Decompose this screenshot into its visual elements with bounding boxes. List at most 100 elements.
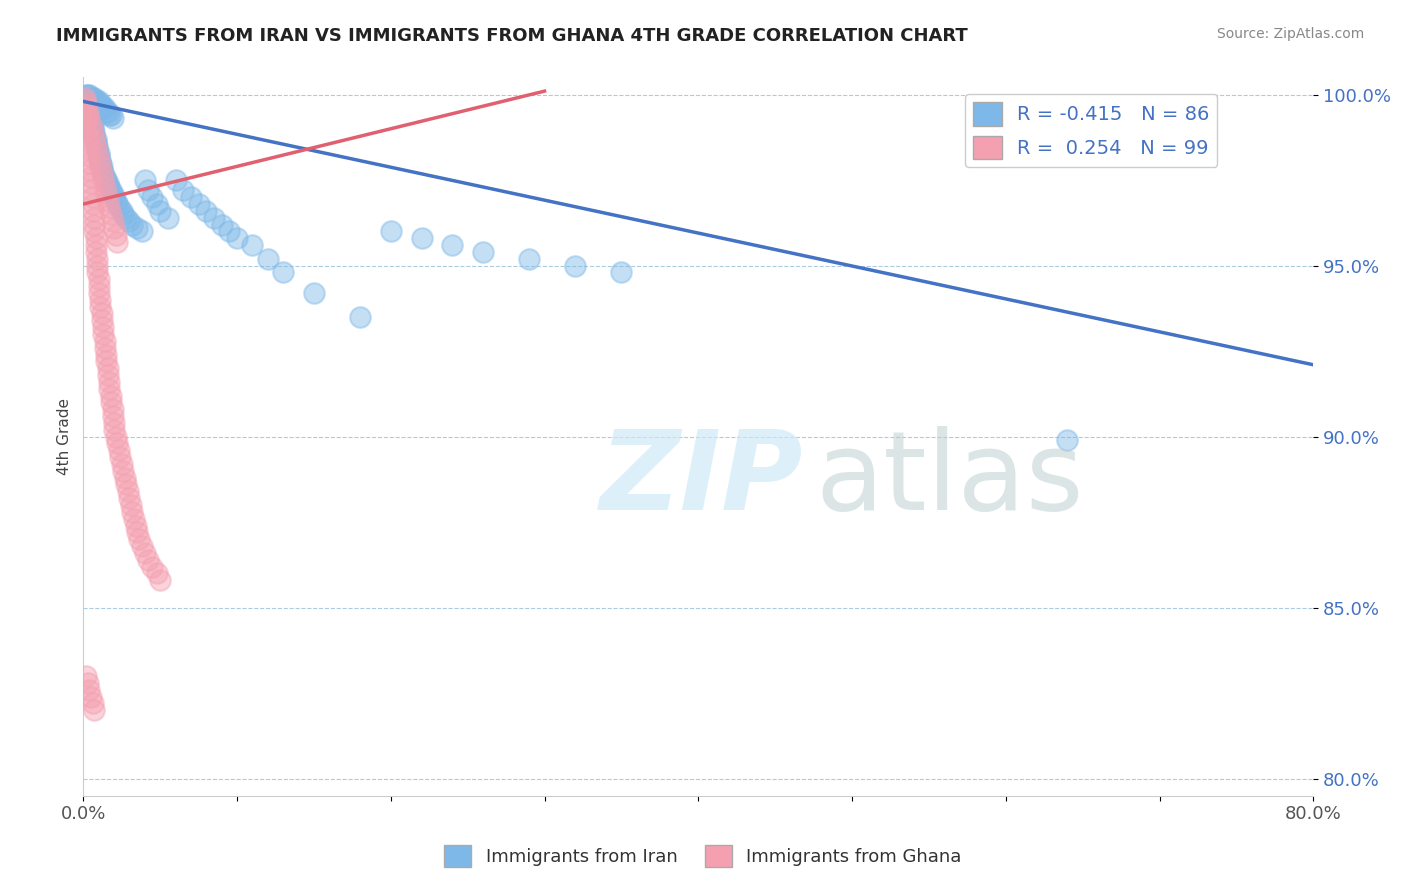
Point xyxy=(108,450,131,464)
Point xyxy=(107,201,129,215)
Point xyxy=(75,95,97,109)
Point xyxy=(83,218,105,232)
Point xyxy=(103,221,125,235)
Point xyxy=(75,108,97,122)
Point xyxy=(89,156,111,170)
Point xyxy=(80,115,103,129)
Point xyxy=(84,244,107,259)
Point xyxy=(89,160,111,174)
Y-axis label: 4th Grade: 4th Grade xyxy=(58,398,72,475)
Point xyxy=(83,128,105,143)
Point xyxy=(104,194,127,208)
Legend: Immigrants from Iran, Immigrants from Ghana: Immigrants from Iran, Immigrants from Gh… xyxy=(437,838,969,874)
Point xyxy=(100,388,122,402)
Point xyxy=(77,104,100,119)
Point xyxy=(149,203,172,218)
Point xyxy=(79,108,101,122)
Point xyxy=(91,101,114,115)
Point xyxy=(73,91,96,105)
Point xyxy=(97,104,120,119)
Point xyxy=(134,546,156,560)
Point xyxy=(202,211,225,225)
Point xyxy=(97,194,120,208)
Point xyxy=(75,97,97,112)
Point xyxy=(195,203,218,218)
Text: atlas: atlas xyxy=(815,426,1084,533)
Point xyxy=(83,91,105,105)
Point xyxy=(82,203,104,218)
Point xyxy=(131,224,153,238)
Point xyxy=(97,361,120,376)
Point xyxy=(517,252,540,266)
Point xyxy=(86,265,108,279)
Point xyxy=(80,112,103,126)
Point xyxy=(111,203,134,218)
Point xyxy=(89,293,111,307)
Point xyxy=(94,169,117,184)
Point xyxy=(73,95,96,109)
Point xyxy=(98,108,121,122)
Point xyxy=(105,197,128,211)
Point xyxy=(82,197,104,211)
Point xyxy=(79,112,101,126)
Point xyxy=(98,375,121,389)
Point xyxy=(82,119,104,133)
Point xyxy=(83,211,105,225)
Point xyxy=(80,119,103,133)
Point xyxy=(564,259,586,273)
Point xyxy=(156,211,179,225)
Point xyxy=(103,416,125,430)
Point xyxy=(180,190,202,204)
Point xyxy=(114,470,136,484)
Point xyxy=(271,265,294,279)
Point xyxy=(91,320,114,334)
Point xyxy=(100,183,122,197)
Point xyxy=(87,149,110,163)
Point xyxy=(117,484,139,499)
Point xyxy=(86,145,108,160)
Point xyxy=(80,169,103,184)
Point xyxy=(226,231,249,245)
Point xyxy=(122,511,145,525)
Point xyxy=(77,101,100,115)
Point xyxy=(120,498,142,512)
Point xyxy=(149,574,172,588)
Point xyxy=(146,197,169,211)
Point xyxy=(87,145,110,160)
Point xyxy=(141,559,163,574)
Point xyxy=(187,197,209,211)
Point xyxy=(75,121,97,136)
Point xyxy=(73,91,96,105)
Point xyxy=(127,525,149,540)
Point xyxy=(79,87,101,102)
Point xyxy=(256,252,278,266)
Point xyxy=(96,354,118,368)
Point xyxy=(90,160,112,174)
Point xyxy=(86,139,108,153)
Point xyxy=(82,125,104,139)
Point xyxy=(112,207,135,221)
Point xyxy=(104,227,127,242)
Point xyxy=(127,221,149,235)
Point xyxy=(80,183,103,197)
Point xyxy=(101,186,124,201)
Point xyxy=(79,156,101,170)
Point xyxy=(84,139,107,153)
Point xyxy=(105,436,128,450)
Point xyxy=(84,136,107,150)
Point xyxy=(411,231,433,245)
Point xyxy=(86,142,108,156)
Point xyxy=(91,166,114,180)
Point xyxy=(94,101,117,115)
Point xyxy=(211,218,233,232)
Text: ZIP: ZIP xyxy=(600,426,803,533)
Point xyxy=(82,190,104,204)
Point xyxy=(75,115,97,129)
Point xyxy=(98,201,121,215)
Point xyxy=(77,97,100,112)
Point xyxy=(91,326,114,341)
Point xyxy=(96,347,118,361)
Point xyxy=(118,491,141,505)
Point xyxy=(610,265,633,279)
Point xyxy=(103,190,125,204)
